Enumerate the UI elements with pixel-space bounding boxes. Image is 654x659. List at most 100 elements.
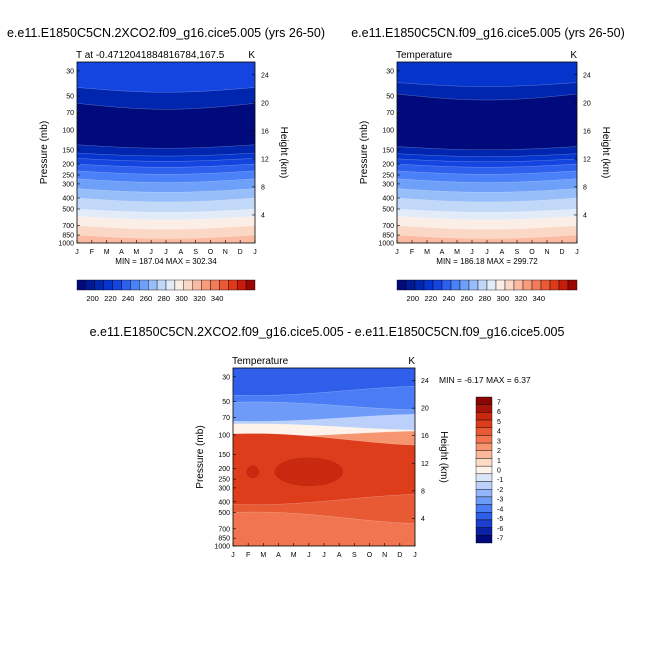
colorbar-swatch [504, 279, 515, 291]
colorbar-label: 200 [406, 294, 419, 303]
x-tick-label: A [440, 249, 445, 256]
y-axis-label: Pressure (mb) [39, 121, 50, 184]
colorbar-swatch [513, 279, 524, 291]
x-tick-label: N [223, 249, 228, 256]
x-tick-label: O [529, 249, 535, 256]
colorbar-label: 300 [496, 294, 509, 303]
colorbar-swatch [219, 279, 229, 291]
y-tick-label: 850 [218, 536, 230, 543]
y2-tick-label: 8 [261, 184, 265, 191]
colorbar-swatch [475, 496, 493, 505]
y-tick-label: 250 [62, 172, 74, 179]
colorbar-label: 220 [424, 294, 437, 303]
y-tick-label: 300 [218, 485, 230, 492]
y-tick-label: 100 [62, 128, 74, 135]
y-tick-label: 50 [386, 94, 394, 101]
colorbar-label: -7 [497, 536, 503, 543]
colorbar-label: 2 [497, 448, 501, 455]
y-tick-label: 300 [62, 181, 74, 188]
colorbar-swatch [432, 279, 443, 291]
y-tick-label: 30 [222, 374, 230, 381]
y2-tick-label: 4 [261, 212, 265, 219]
y-tick-label: 100 [218, 432, 230, 439]
colorbar-swatch [475, 481, 493, 490]
y2-tick-label: 4 [421, 516, 425, 523]
y2-tick-label: 16 [421, 433, 429, 440]
x-tick-label: N [544, 249, 549, 256]
y2-tick-label: 24 [421, 378, 429, 385]
x-tick-label: J [307, 552, 311, 559]
y-tick-label: 100 [382, 128, 394, 135]
colorbar-label: 240 [122, 294, 135, 303]
x-tick-label: M [454, 249, 460, 256]
x-tick-label: J [470, 249, 474, 256]
colorbar-swatch [567, 279, 578, 291]
contour-blob [274, 457, 344, 487]
x-tick-label: O [208, 249, 214, 256]
colorbar-swatch [477, 279, 488, 291]
x-tick-label: J [395, 249, 399, 256]
colorbar-swatch [174, 279, 184, 291]
colorbar-label: 340 [532, 294, 545, 303]
y-tick-label: 150 [62, 147, 74, 154]
colorbar-label: -2 [497, 487, 503, 494]
y2-axis-label: Height (km) [438, 431, 449, 483]
colorbar-label: 280 [478, 294, 491, 303]
x-tick-label: J [75, 249, 79, 256]
colorbar-label: 5 [497, 419, 501, 426]
colorbar-swatch [236, 279, 247, 291]
colorbar-swatch [201, 279, 211, 291]
colorbar-label: -4 [497, 506, 503, 513]
colorbar-swatch [475, 458, 493, 467]
colorbar-swatch [475, 419, 493, 428]
x-tick-label: M [260, 552, 266, 559]
colorbar-swatch [549, 279, 560, 291]
y-tick-label: 1000 [214, 544, 230, 551]
y2-tick-label: 12 [261, 156, 269, 163]
y-tick-label: 70 [222, 415, 230, 422]
colorbar-swatch [210, 279, 220, 291]
panel-2xco2: e.e11.E1850C5CN.2XCO2.f09_g16.cice5.005 … [7, 26, 325, 303]
y-tick-label: 400 [62, 196, 74, 203]
colorbar-label: 320 [193, 294, 206, 303]
x-tick-label: M [291, 552, 297, 559]
y2-tick-label: 24 [261, 72, 269, 79]
x-tick-label: J [253, 249, 257, 256]
stats-label: MIN = -6.17 MAX = 6.37 [439, 375, 531, 385]
y-tick-label: 50 [66, 94, 74, 101]
x-tick-label: A [178, 249, 183, 256]
x-tick-label: F [90, 249, 94, 256]
x-tick-label: J [164, 249, 168, 256]
y-tick-label: 300 [382, 181, 394, 188]
colorbar-label: -5 [497, 516, 503, 523]
colorbar-label: 200 [86, 294, 99, 303]
y2-tick-label: 4 [583, 212, 587, 219]
y-tick-label: 500 [218, 510, 230, 517]
panel-difference: e.e11.E1850C5CN.2XCO2.f09_g16.cice5.005 … [90, 325, 565, 559]
y2-tick-label: 12 [583, 156, 591, 163]
colorbar-swatch [459, 279, 470, 291]
colorbar-swatch [76, 279, 87, 291]
contour-band [77, 87, 255, 112]
y-tick-label: 70 [386, 110, 394, 117]
x-tick-label: J [322, 552, 326, 559]
contour-band [77, 103, 255, 153]
colorbar-swatch [475, 442, 493, 451]
chart-subtitle: Temperature [396, 50, 453, 61]
y2-tick-label: 16 [583, 128, 591, 135]
y-tick-label: 250 [382, 172, 394, 179]
colorbar-swatch [495, 279, 506, 291]
colorbar-swatch [558, 279, 569, 291]
colorbar-swatch [423, 279, 434, 291]
x-tick-label: A [119, 249, 124, 256]
y2-tick-label: 12 [421, 461, 429, 468]
colorbar-label: 300 [175, 294, 188, 303]
colorbar-label: 6 [497, 409, 501, 416]
colorbar-label: 4 [497, 429, 501, 436]
colorbar-swatch [486, 279, 497, 291]
y-tick-label: 70 [66, 110, 74, 117]
y-tick-label: 1000 [378, 241, 394, 248]
y-tick-label: 400 [218, 499, 230, 506]
y-tick-label: 30 [386, 68, 394, 75]
